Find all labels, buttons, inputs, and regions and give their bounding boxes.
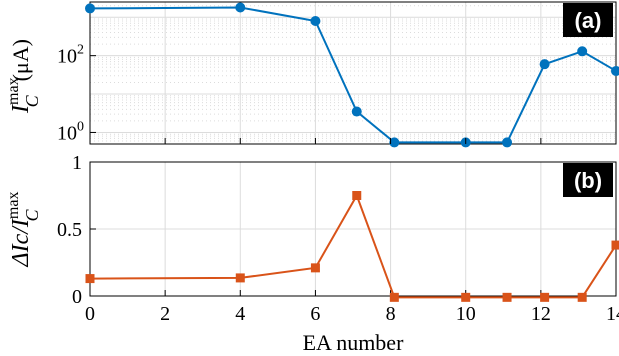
data-point-a (539, 59, 550, 70)
data-point-b (502, 292, 512, 302)
panel-a-y-label: ImaxC (μA) (5, 39, 42, 114)
data-point-a (611, 65, 619, 76)
panel-b-y-label: ΔIc/ImaxC (5, 192, 42, 268)
data-point-b (540, 292, 550, 302)
data-point-b (235, 273, 245, 283)
x-tick-label: 6 (310, 303, 320, 325)
panel-b-y-ticks: 00.51 (57, 152, 96, 308)
x-tick-label: 8 (386, 303, 396, 325)
data-point-a (310, 15, 321, 26)
y-tick-label: 0.5 (57, 219, 82, 241)
panel-a-tag-box (563, 3, 613, 37)
panel-b-grid (89, 162, 617, 296)
panel-b-y-label-sup: max (5, 192, 22, 220)
x-tick-label: 14 (606, 303, 619, 325)
panel-b-series (85, 191, 619, 302)
panel-b: 00.51 02468101214 (b) ΔIc/ImaxC EA numbe… (5, 138, 619, 355)
x-tick-label: 12 (531, 303, 551, 325)
data-point-b (461, 292, 471, 302)
y-tick-label: 100 (57, 119, 84, 144)
panel-a-y-label-symbol: I (8, 104, 34, 114)
data-point-b (85, 274, 95, 284)
data-point-b (352, 191, 362, 200)
x-axis-label: EA number (303, 330, 404, 355)
panel-b-x-ticks: 0 2 4 6 8 10 12 14 (85, 138, 619, 325)
panel-a-y-label-unit: (μA) (8, 39, 33, 81)
panel-b-tag-text: (b) (574, 168, 602, 193)
x-tick-label: 0 (85, 303, 95, 325)
data-point-a (235, 2, 246, 13)
panel-a: 100 102 (a) ImaxC (μA) (5, 1, 619, 148)
panel-b-tag-box (563, 163, 613, 197)
panel-b-y-label-sub: C (22, 209, 42, 222)
panel-a-y-ticks: 100 102 (57, 43, 96, 144)
data-point-b (577, 292, 587, 302)
data-point-b (611, 240, 619, 250)
series-line-b (89, 193, 617, 299)
data-point-a (351, 106, 362, 117)
data-point-a (389, 137, 400, 148)
panel-a-y-label-sup: max (5, 77, 22, 105)
panel-b-y-label-symbol: ΔIc/I (8, 218, 34, 267)
panel-a-grid (89, 2, 617, 144)
panel-a-series (85, 2, 619, 148)
data-point-a (577, 46, 588, 57)
data-point-a (502, 137, 513, 148)
series-line-a (89, 6, 617, 144)
panel-b-tag: (b) (563, 163, 613, 197)
y-tick-label: 0 (72, 286, 82, 308)
panel-a-y-label-sub: C (22, 94, 42, 107)
y-tick-label: 1 (72, 152, 82, 174)
data-point-a (85, 3, 95, 14)
data-point-b (310, 263, 320, 273)
data-point-b (389, 292, 399, 302)
x-tick-label: 4 (235, 303, 245, 325)
panel-a-tag: (a) (563, 3, 613, 37)
panel-a-tag-text: (a) (575, 8, 602, 33)
x-tick-label: 2 (160, 303, 170, 325)
x-tick-label: 10 (456, 303, 476, 325)
panel-a-frame (89, 1, 617, 145)
y-tick-label: 102 (57, 43, 84, 68)
